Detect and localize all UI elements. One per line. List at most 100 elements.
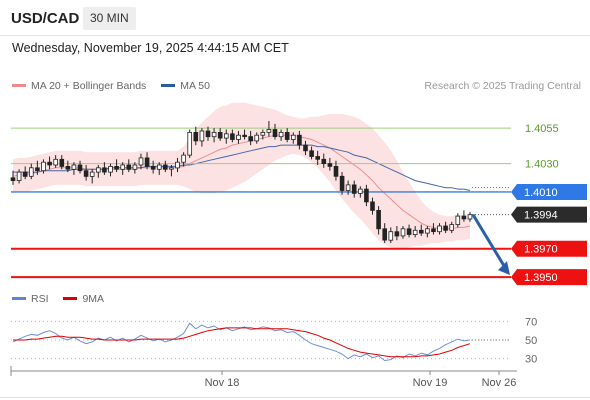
candle-body [102,167,107,173]
candle-body [303,144,308,152]
chart-datetime: Wednesday, November 19, 2025 4:44:15 AM … [12,41,289,55]
candle [412,226,418,238]
candle-body [114,165,119,170]
candle-body [443,225,448,231]
bottom-divider [0,397,590,398]
header-divider [0,35,590,36]
candle [223,129,229,144]
candle-body [199,130,205,142]
candle-body [406,228,412,235]
candle-body [321,158,327,165]
candle-body [22,171,28,177]
candle [150,160,156,174]
candle [41,159,46,174]
candle [297,130,302,150]
candle-body [53,158,58,166]
candle [35,160,40,175]
x-tick-label: Nov 19 [413,377,448,389]
candle-body [16,171,22,182]
candle [327,157,333,171]
candle [309,146,314,160]
candle [315,150,320,165]
candle [181,152,186,167]
candle-body [236,134,241,140]
instrument-title: USD/CAD [11,10,80,27]
candle [59,155,65,170]
candle-body [132,164,138,170]
candle [10,170,16,185]
rsi-panel: 70 50 30 [11,316,537,366]
candle-body [297,134,302,146]
candle-body [120,164,126,170]
legend-item-9ma: 9MA [63,293,104,305]
legend-label-9ma: 9MA [82,293,105,305]
legend-item-ma20: MA 20 + Bollinger Bands [12,80,146,92]
rsi-tick-label-70: 70 [525,316,537,328]
candle-body [144,157,150,167]
candle-body [437,225,442,233]
candle [132,162,138,174]
candle-body [217,131,223,139]
candle [266,121,272,137]
candle [260,129,266,140]
candle [175,157,180,173]
candle [321,153,327,168]
legend-label-rsi: RSI [31,293,49,305]
candle [461,210,467,222]
candle-body [272,129,278,137]
candle-body [315,156,320,160]
candle [303,140,308,156]
candle-body [376,209,381,230]
candle-body [278,131,284,138]
time-axis: Nov 18 Nov 19 Nov 26 [10,366,517,389]
candle [211,128,217,143]
timeframe-button[interactable]: 30 MIN [83,7,136,30]
candle-body [10,177,16,182]
price-legend: MA 20 + Bollinger Bands MA 50 [12,80,222,92]
candle [437,223,442,235]
candle [242,129,247,140]
rsi-tick-label-30: 30 [525,354,537,366]
legend-item-rsi: RSI [12,293,49,305]
candle-body [290,134,296,140]
candle-body [357,188,363,194]
candle-body [364,188,369,203]
candle [431,223,436,235]
level-1-3970-badge [511,240,587,257]
legend-swatch-ma50 [161,83,176,87]
level-1-3950-label: 1.3950 [524,272,558,284]
forecast-arrow-head [498,261,510,276]
candle-body [394,231,400,237]
candle [290,132,296,144]
candle-body [455,215,461,226]
candle-body [223,133,229,139]
candle [339,172,345,195]
candle [357,186,363,198]
forecast-arrow-shaft [471,213,508,270]
chart-header: USD/CAD 30 MIN [0,0,590,36]
candle-body [467,214,473,220]
candle-body [412,229,418,236]
candle-body [425,228,430,234]
x-tick-label: Nov 18 [205,377,240,389]
level-1-3950-badge [511,269,587,286]
candle [248,130,254,146]
candle [351,180,357,198]
candle [89,169,95,184]
candle [443,221,448,234]
candle [28,163,34,180]
candle [22,166,28,180]
credit-text: Research © 2025 Trading Central [424,80,581,92]
candle-body [162,164,168,170]
candle-body [89,171,95,177]
candle-body [388,231,394,241]
candle-body [96,167,101,173]
candle-body [138,157,144,166]
candle-body [266,129,272,133]
candle-body [461,215,467,220]
legend-swatch-9ma [63,296,78,300]
candle-body [260,131,266,136]
candle [382,223,387,244]
legend-swatch-rsi [12,296,26,300]
